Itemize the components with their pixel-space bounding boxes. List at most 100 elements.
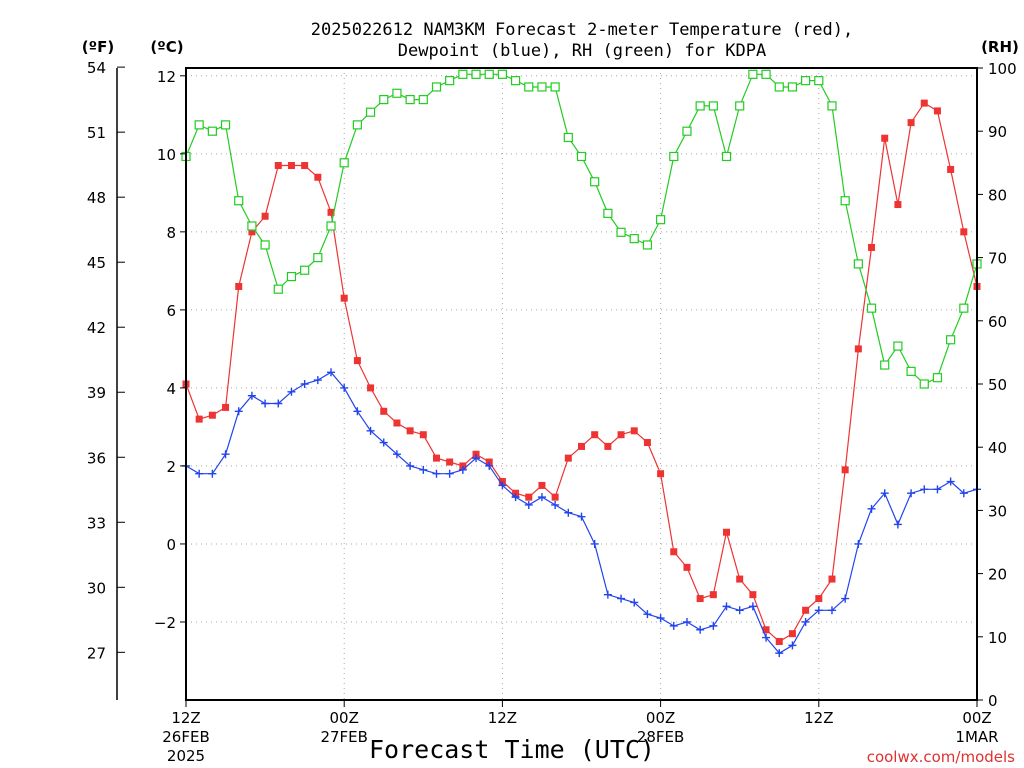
rh-point — [458, 69, 468, 79]
celsius-tick-label: −2 — [154, 614, 176, 632]
dewpoint-point — [419, 465, 428, 474]
rh-point — [379, 94, 389, 105]
temperature-point — [604, 442, 612, 450]
temperature-point — [630, 427, 638, 435]
rh-point — [313, 253, 323, 263]
temperature-point — [841, 466, 849, 474]
dewpoint-point — [762, 633, 771, 642]
dewpoint-point — [564, 508, 573, 517]
dewpoint-point — [458, 465, 467, 474]
temperature-point — [208, 411, 216, 419]
temperature-point — [947, 165, 955, 173]
rh-unit-label: (RH) — [981, 38, 1019, 56]
rh-tick-label: 0 — [988, 692, 998, 710]
temperature-point — [406, 427, 414, 435]
rh-point — [959, 303, 969, 313]
dewpoint-point — [366, 426, 375, 435]
rh-point — [946, 335, 956, 345]
rh-point — [365, 107, 376, 117]
temperature-point — [367, 384, 375, 392]
dewpoint-point — [208, 469, 217, 478]
dewpoint-point — [327, 368, 336, 377]
dewpoint-point — [537, 493, 546, 502]
rh-point — [300, 265, 310, 275]
x-axis-label: Forecast Time (UTC) — [369, 735, 655, 764]
rh-point — [524, 82, 534, 92]
dewpoint-point — [841, 594, 850, 603]
rh-point — [260, 240, 270, 250]
fahrenheit-tick-label: 39 — [87, 384, 106, 402]
temperature-point — [828, 575, 836, 583]
dewpoint-point — [353, 407, 362, 416]
temperature-point — [854, 345, 862, 353]
celsius-tick-label: 0 — [166, 536, 176, 554]
dewpoint-point — [617, 594, 626, 603]
rh-point — [510, 76, 521, 86]
dewpoint-point — [472, 454, 481, 463]
rh-tick-label: 10 — [988, 629, 1007, 647]
fahrenheit-tick-label: 36 — [87, 449, 106, 467]
celsius-tick-label: 6 — [166, 302, 176, 320]
rh-point — [932, 373, 943, 383]
dewpoint-point — [669, 621, 678, 630]
time-tick-hour: 12Z — [804, 709, 833, 727]
dewpoint-point — [880, 489, 889, 498]
rh-point — [787, 82, 798, 92]
dewpoint-point — [801, 617, 810, 626]
rh-point — [853, 259, 863, 269]
rh-point — [471, 69, 481, 79]
dewpoint-point — [577, 512, 586, 521]
rh-point — [774, 82, 784, 92]
rh-point — [234, 196, 244, 206]
celsius-tick-label: 2 — [166, 458, 176, 476]
dewpoint-point — [946, 477, 955, 486]
temperature-point — [736, 575, 744, 583]
dewpoint-point — [643, 610, 652, 619]
rh-point — [590, 177, 600, 187]
dewpoint-point — [682, 617, 691, 626]
dewpoint-point — [775, 649, 784, 658]
temperature-point — [578, 442, 585, 450]
dewpoint-point — [274, 399, 283, 408]
time-tick-day: 27FEB — [320, 728, 367, 746]
dewpoint-point — [313, 376, 322, 385]
dewpoint-point — [893, 520, 902, 529]
rh-point — [748, 69, 758, 79]
rh-point — [655, 215, 666, 225]
rh-point — [642, 240, 653, 250]
celsius-unit-label: (ºC) — [150, 38, 183, 56]
temperature-point — [274, 162, 282, 170]
temperature-point — [815, 595, 823, 603]
temperature-point — [683, 563, 691, 571]
temperature-point — [762, 626, 770, 634]
temperature-point — [314, 173, 322, 181]
dewpoint-point — [287, 387, 296, 396]
dewpoint-point — [814, 606, 823, 615]
temperature-point — [301, 162, 309, 170]
temperature-point — [920, 99, 928, 107]
dewpoint-point — [485, 461, 494, 470]
dewpoint-point — [247, 391, 256, 400]
temperature-point — [551, 493, 559, 501]
dewpoint-point — [735, 606, 744, 615]
dewpoint-point — [590, 539, 599, 548]
temperature-point — [657, 470, 665, 478]
rh-point — [194, 120, 204, 130]
time-tick-hour: 00Z — [962, 709, 991, 727]
fahrenheit-tick-label: 30 — [87, 579, 106, 597]
rh-point — [207, 126, 217, 136]
rh-point — [669, 151, 679, 162]
dewpoint-point — [748, 602, 757, 611]
temperature-point — [788, 630, 796, 638]
rh-point — [708, 101, 718, 111]
rh-point — [735, 101, 745, 111]
rh-point — [761, 69, 771, 79]
rh-point — [497, 69, 507, 79]
rh-tick-label: 100 — [988, 60, 1017, 78]
dewpoint-point — [551, 500, 560, 509]
dewpoint-point — [406, 461, 415, 470]
rh-tick-label: 60 — [988, 313, 1007, 331]
rh-point — [563, 132, 573, 143]
credit-link[interactable]: coolwx.com/models — [867, 748, 1015, 766]
temperature-point — [564, 454, 572, 462]
